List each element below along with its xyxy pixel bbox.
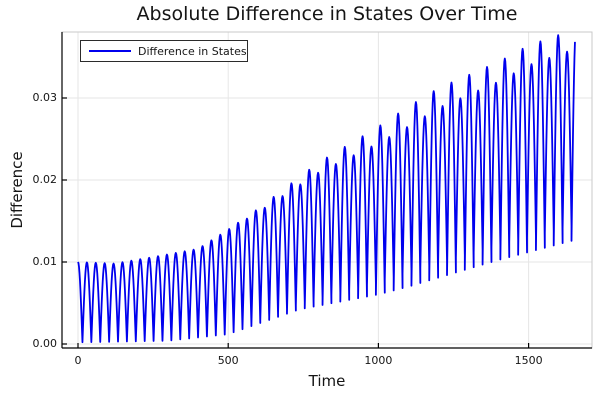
x-tick-label: 1000: [364, 354, 393, 367]
y-tick-label: 0.02: [32, 173, 58, 186]
x-tick-label: 0: [74, 354, 82, 367]
x-tick-label: 1500: [514, 354, 543, 367]
chart-title: Absolute Difference in States Over Time: [136, 3, 518, 25]
y-tick-label: 0.03: [32, 91, 58, 104]
x-axis-label: Time: [308, 372, 346, 390]
legend-box: Difference in States: [80, 40, 248, 62]
y-tick-label: 0.00: [32, 337, 58, 350]
legend-series-label: Difference in States: [138, 44, 247, 58]
y-tick-label: 0.01: [32, 255, 58, 268]
x-tick-label: 500: [217, 354, 239, 367]
difference-line-series: [77, 34, 576, 344]
legend-line-sample: [89, 50, 131, 52]
